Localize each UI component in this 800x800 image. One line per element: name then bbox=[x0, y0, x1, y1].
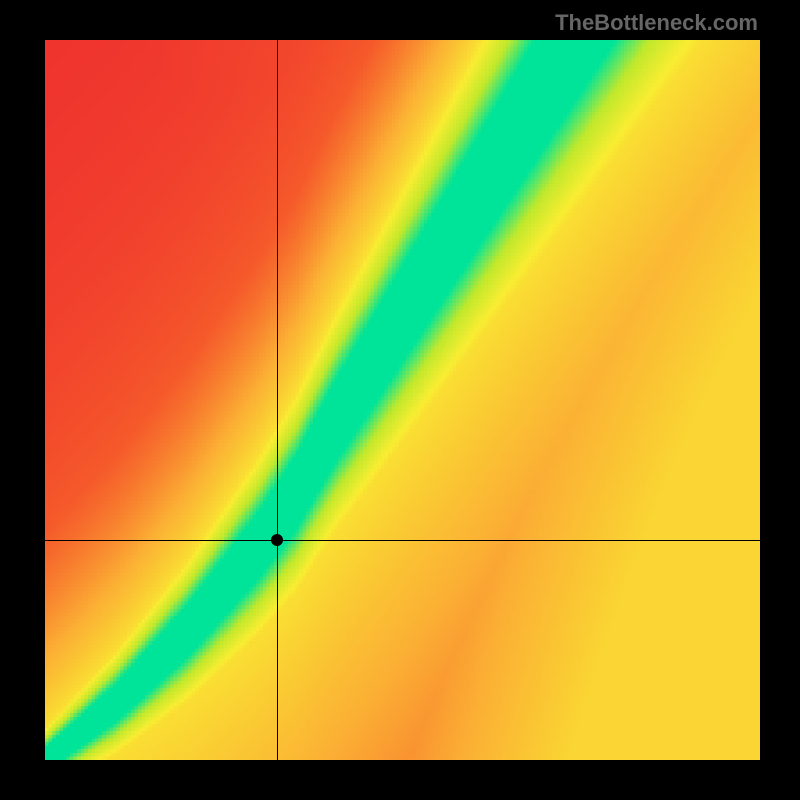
crosshair-horizontal-line bbox=[45, 540, 760, 541]
chart-container: TheBottleneck.com bbox=[0, 0, 800, 800]
bottleneck-heatmap bbox=[45, 40, 760, 760]
crosshair-vertical-line bbox=[277, 40, 278, 760]
watermark-text: TheBottleneck.com bbox=[555, 10, 758, 36]
